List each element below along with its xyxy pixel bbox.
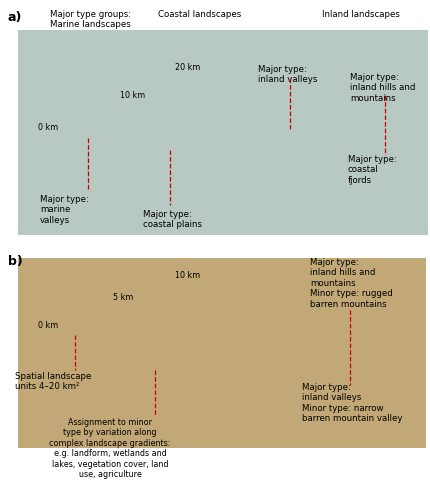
Text: 0 km: 0 km — [38, 320, 58, 330]
Text: Spatial landscape
units 4–20 km²: Spatial landscape units 4–20 km² — [15, 372, 91, 392]
Text: Major type groups:
Marine landscapes: Major type groups: Marine landscapes — [50, 10, 131, 29]
Text: b): b) — [8, 255, 22, 268]
Text: Major type:
inland hills and
mountains
Minor type: rugged
barren mountains: Major type: inland hills and mountains M… — [309, 258, 392, 308]
Text: Major type:
inland valleys
Minor type: narrow
barren mountain valley: Major type: inland valleys Minor type: n… — [301, 383, 402, 423]
Text: Major type:
coastal
fjords: Major type: coastal fjords — [347, 155, 396, 185]
FancyBboxPatch shape — [18, 258, 425, 448]
Text: 0 km: 0 km — [38, 122, 58, 132]
Text: Major type:
inland hills and
mountains: Major type: inland hills and mountains — [349, 73, 415, 103]
Text: Major type:
marine
valleys: Major type: marine valleys — [40, 195, 89, 225]
FancyBboxPatch shape — [18, 30, 427, 235]
Text: Assignment to minor
type by variation along
complex landscape gradients:
e.g. la: Assignment to minor type by variation al… — [49, 418, 170, 479]
Text: 10 km: 10 km — [175, 270, 200, 280]
Text: 10 km: 10 km — [120, 90, 145, 100]
Text: Major type:
coastal plains: Major type: coastal plains — [143, 210, 202, 230]
Text: 5 km: 5 km — [113, 294, 133, 302]
Text: a): a) — [8, 11, 22, 24]
Text: 20 km: 20 km — [175, 64, 200, 72]
Text: Coastal landscapes: Coastal landscapes — [158, 10, 241, 19]
Text: Major type:
inland valleys: Major type: inland valleys — [258, 65, 316, 84]
Text: Inland landscapes: Inland landscapes — [321, 10, 399, 19]
